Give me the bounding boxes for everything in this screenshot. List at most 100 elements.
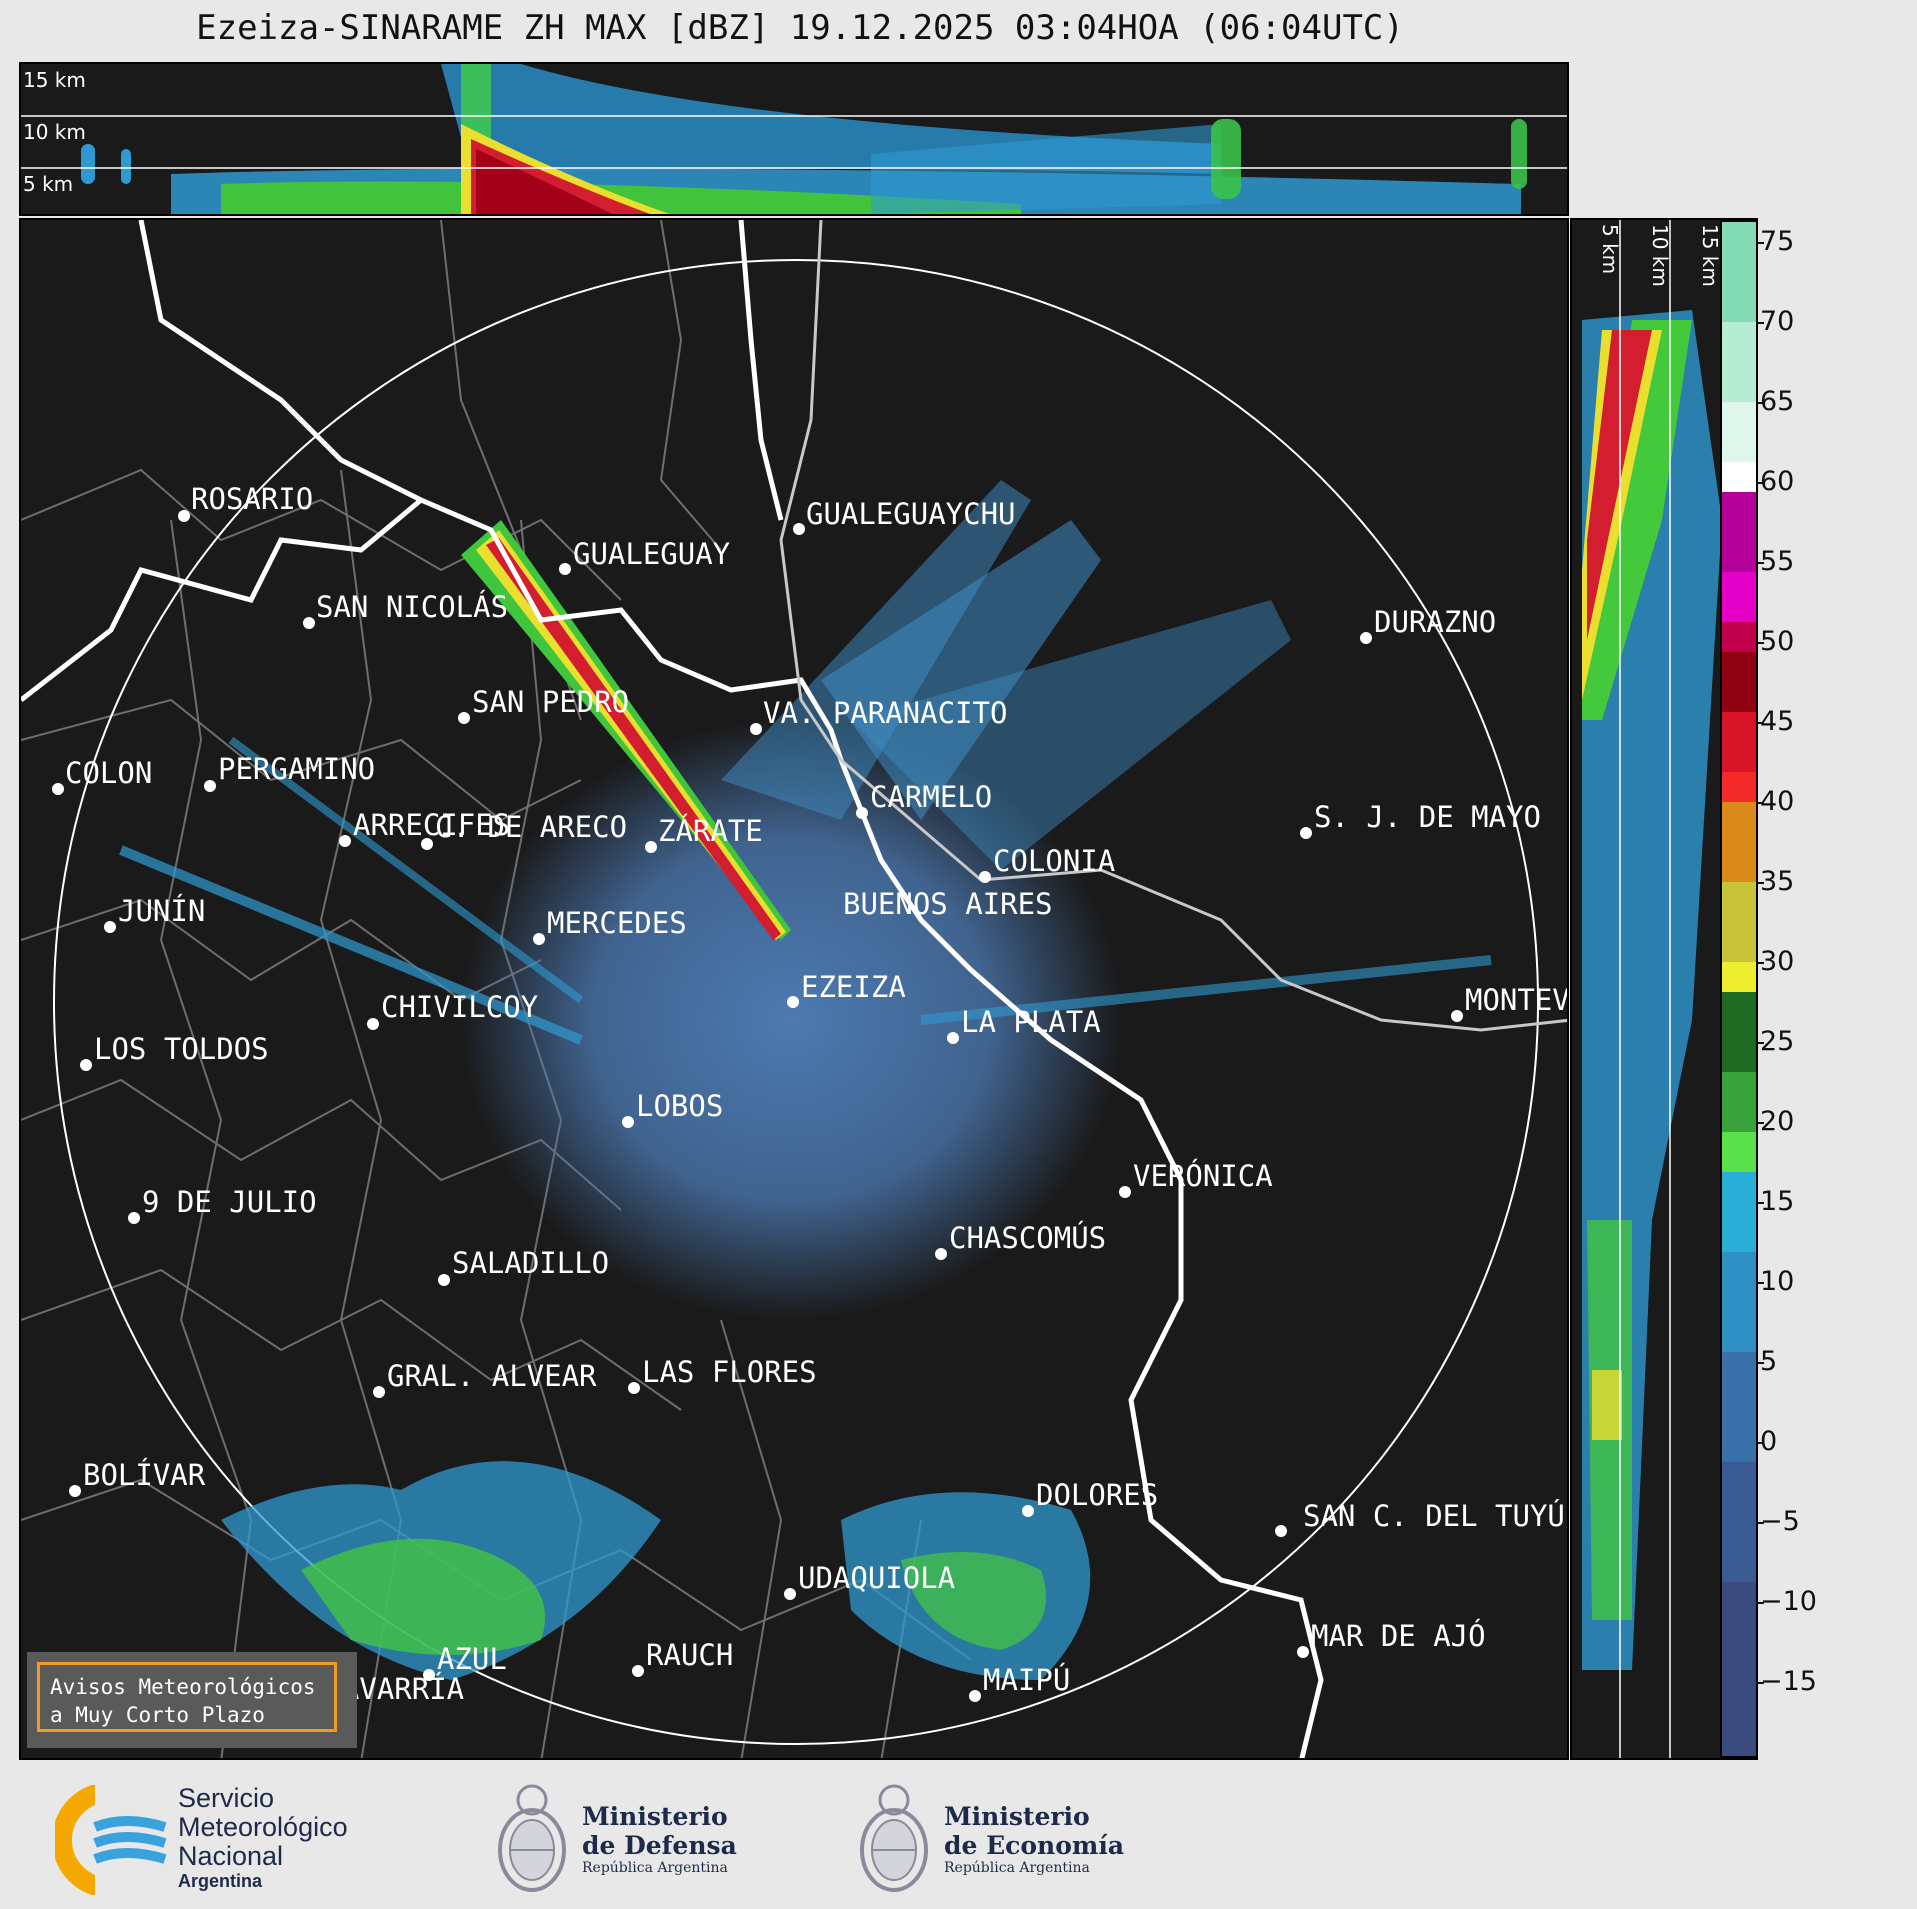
colorbar-tick: 40 (1755, 786, 1795, 817)
argentina-coat-of-arms-icon (860, 1784, 928, 1892)
colorbar-tick: 35 (1755, 866, 1795, 897)
city-label-buenos-aires: BUENOS AIRES (843, 887, 1053, 921)
city-dot-las-flores (628, 1382, 640, 1394)
city-label-c-de-areco: C. DE ARECO (435, 810, 628, 844)
colorbar-tick: −10 (1756, 1586, 1817, 1617)
colorbar-scale (1722, 222, 1756, 1756)
top-height-label-5: 5 km (23, 172, 74, 196)
defensa-line-2: de Defensa (582, 1831, 737, 1860)
colorbar-tick: 65 (1755, 386, 1795, 417)
city-label-mar-de-ajo: MAR DE AJÓ (1311, 1619, 1486, 1653)
city-dot-bolivar (69, 1485, 81, 1497)
warning-box-frame[interactable]: Avisos Meteorológicos a Muy Corto Plazo (37, 1662, 337, 1732)
top-height-label-10: 10 km (23, 120, 86, 144)
argentina-coat-of-arms-icon (498, 1784, 566, 1892)
warning-line-1: Avisos Meteorológicos (50, 1675, 316, 1699)
city-dot-junin (104, 921, 116, 933)
city-dot-chivilcoy (367, 1018, 379, 1030)
city-dot-pergamino (204, 780, 216, 792)
city-dot-s-j-de-mayo (1300, 827, 1312, 839)
city-dot-carmelo (856, 807, 868, 819)
city-label-las-flores: LAS FLORES (642, 1355, 817, 1389)
colorbar-tick: 70 (1755, 306, 1795, 337)
colorbar-tick: 0 (1755, 1426, 1778, 1457)
city-dot-dolores (1022, 1505, 1034, 1517)
colorbar-tick: 45 (1755, 706, 1795, 737)
colorbar (1720, 220, 1758, 1758)
city-dot-colonia (979, 871, 991, 883)
smn-line-1: Servicio (178, 1783, 275, 1813)
city-dot-san-nicolas (303, 617, 315, 629)
city-dot-9-de-julio (128, 1212, 140, 1224)
colorbar-tick: 5 (1755, 1346, 1778, 1377)
side-height-label-5: 5 km (1598, 224, 1622, 275)
city-dot-udaquiola (784, 1588, 796, 1600)
smn-line-3: Nacional (178, 1841, 284, 1871)
radar-clutter-area (461, 720, 1121, 1320)
economia-line-2: de Economía (944, 1831, 1125, 1860)
city-label-zarate: ZÁRATE (658, 814, 763, 848)
colorbar-tick: −5 (1756, 1506, 1800, 1537)
city-label-s-j-de-mayo: S. J. DE MAYO (1314, 800, 1541, 834)
city-dot-rauch (632, 1665, 644, 1677)
city-label-dolores: DOLORES (1036, 1478, 1159, 1512)
city-label-los-toldos: LOS TOLDOS (94, 1032, 269, 1066)
city-label-junin: JUNÍN (118, 894, 206, 928)
city-label-azul: AZUL (437, 1642, 507, 1676)
city-label-gral-alvear: GRAL. ALVEAR (387, 1359, 597, 1393)
city-label-mercedes: MERCEDES (547, 906, 687, 940)
city-label-colonia: COLONIA (993, 844, 1116, 878)
warning-line-2: a Muy Corto Plazo (50, 1703, 265, 1727)
city-label-bolivar: BOLÍVAR (83, 1458, 206, 1492)
city-dot-arrecifes (339, 835, 351, 847)
city-label-durazno: DURAZNO (1374, 605, 1497, 639)
city-label-san-c-del-tuyu: SAN C. DEL TUYÚ (1303, 1499, 1565, 1533)
colorbar-tick: 10 (1755, 1266, 1795, 1297)
range-ring (53, 259, 1539, 1745)
city-dot-lobos (622, 1116, 634, 1128)
city-dot-san-pedro (458, 712, 470, 724)
city-dot-mercedes (533, 933, 545, 945)
city-label-ezeiza: EZEIZA (801, 970, 906, 1004)
city-dot-gral-alvear (373, 1386, 385, 1398)
city-dot-maipu (969, 1690, 981, 1702)
colorbar-tick: 55 (1755, 546, 1795, 577)
warning-box[interactable]: Avisos Meteorológicos a Muy Corto Plazo (27, 1652, 357, 1748)
city-dot-la-plata (947, 1032, 959, 1044)
city-label-pergamino: PERGAMINO (218, 752, 376, 786)
city-dot-ezeiza (787, 996, 799, 1008)
city-label-lobos: LOBOS (636, 1089, 724, 1123)
colorbar-tick: 20 (1755, 1106, 1795, 1137)
coastline (21, 220, 1324, 1758)
city-label-san-nicolas: SAN NICOLÁS (316, 590, 509, 624)
city-label-udaquiola: UDAQUIOLA (798, 1561, 956, 1595)
defensa-line-1: Ministerio (582, 1802, 728, 1831)
footer-logos: Servicio Meteorológico Nacional Argentin… (0, 1760, 1917, 1909)
side-height-label-10: 10 km (1648, 224, 1672, 287)
city-dot-mar-de-ajo (1297, 1646, 1309, 1658)
city-label-maipu: MAIPÚ (983, 1663, 1071, 1697)
city-dot-zarate (645, 841, 657, 853)
uruguay-coast (779, 220, 1567, 1032)
city-label-va-paranacito: VA. PARANACITO (763, 696, 1008, 730)
city-label-rosario: ROSARIO (191, 482, 314, 516)
colorbar-tick: 75 (1755, 226, 1795, 257)
city-dot-va-paranacito (750, 723, 762, 735)
city-label-carmelo: CARMELO (870, 780, 993, 814)
city-label-rauch: RAUCH (646, 1638, 734, 1672)
colorbar-tick: −15 (1756, 1666, 1817, 1697)
city-dot-c-de-areco (421, 838, 433, 850)
radar-map-canvas (21, 220, 1567, 1758)
smn-line-4: Argentina (178, 1871, 263, 1891)
city-label-chivilcoy: CHIVILCOY (381, 990, 539, 1024)
city-label-colon: COLON (65, 756, 153, 790)
top-cross-section-panel: 15 km 10 km 5 km (19, 62, 1569, 216)
defensa-line-3: República Argentina (582, 1860, 728, 1876)
city-dot-colon (52, 783, 64, 795)
city-dot-montevideo (1451, 1010, 1463, 1022)
city-dot-gualeguaychu (793, 523, 805, 535)
city-dot-san-c-del-tuyu (1275, 1525, 1287, 1537)
radar-map[interactable]: ROSARIO GUALEGUAYCHU GUALEGUAY SAN NICOL… (19, 218, 1569, 1760)
city-label-la-plata: LA PLATA (961, 1005, 1101, 1039)
city-dot-gualeguay (559, 563, 571, 575)
